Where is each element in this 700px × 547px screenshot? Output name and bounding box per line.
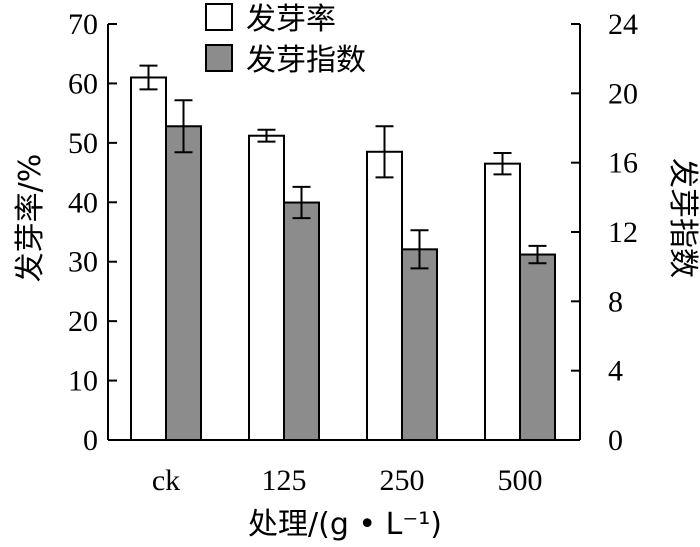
legend-swatch-germination-index <box>205 44 233 72</box>
x-tick-label: 500 <box>498 464 543 497</box>
y2-tick-label: 12 <box>608 216 638 249</box>
x-tick-label: ck <box>152 464 180 497</box>
y2-tick-label: 20 <box>608 77 638 110</box>
y2-tick-label: 24 <box>608 8 638 41</box>
y-tick-label: 50 <box>68 127 98 160</box>
y-tick-label: 0 <box>83 424 98 457</box>
error-bars <box>139 64 547 270</box>
y-tick-label: 70 <box>68 8 98 41</box>
x-axis-label: 处理/(g • L⁻¹) <box>248 507 442 542</box>
legend-swatch-germination-rate <box>205 3 233 31</box>
y-tick-label: 20 <box>68 305 98 338</box>
bar-germination-rate <box>366 150 403 441</box>
y2-tick-label: 0 <box>608 424 623 457</box>
y2-tick-label: 4 <box>608 355 623 388</box>
x-tick-label: 125 <box>262 464 307 497</box>
y-tick-label: 40 <box>68 186 98 219</box>
bar-germination-rate <box>248 134 285 441</box>
bar-germination-index <box>165 125 202 442</box>
ticks: 0 10 20 30 40 50 60 70 0 4 8 12 16 20 24 ck 125 250 500 <box>68 8 638 497</box>
legend-label-germination-index: 发芽指数 <box>246 43 366 78</box>
bars <box>130 76 556 442</box>
y2-axis-label: 发芽指数 <box>665 158 700 278</box>
bar-germination-rate <box>130 76 167 441</box>
bar-germination-rate <box>484 162 521 442</box>
legend-label-germination-rate: 发芽率 <box>246 2 336 37</box>
x-tick-label: 250 <box>380 464 425 497</box>
legend: 发芽率 发芽指数 <box>205 2 366 78</box>
bar-germination-index <box>401 248 438 441</box>
y2-tick-label: 16 <box>608 147 638 180</box>
y2-tick-label: 8 <box>608 285 623 318</box>
bar-germination-index <box>519 253 556 441</box>
y-axis-label: 发芽率/% <box>13 154 48 283</box>
y-tick-label: 60 <box>68 67 98 100</box>
y-tick-label: 10 <box>68 365 98 398</box>
y-tick-label: 30 <box>68 246 98 279</box>
bar-germination-index <box>283 201 320 441</box>
